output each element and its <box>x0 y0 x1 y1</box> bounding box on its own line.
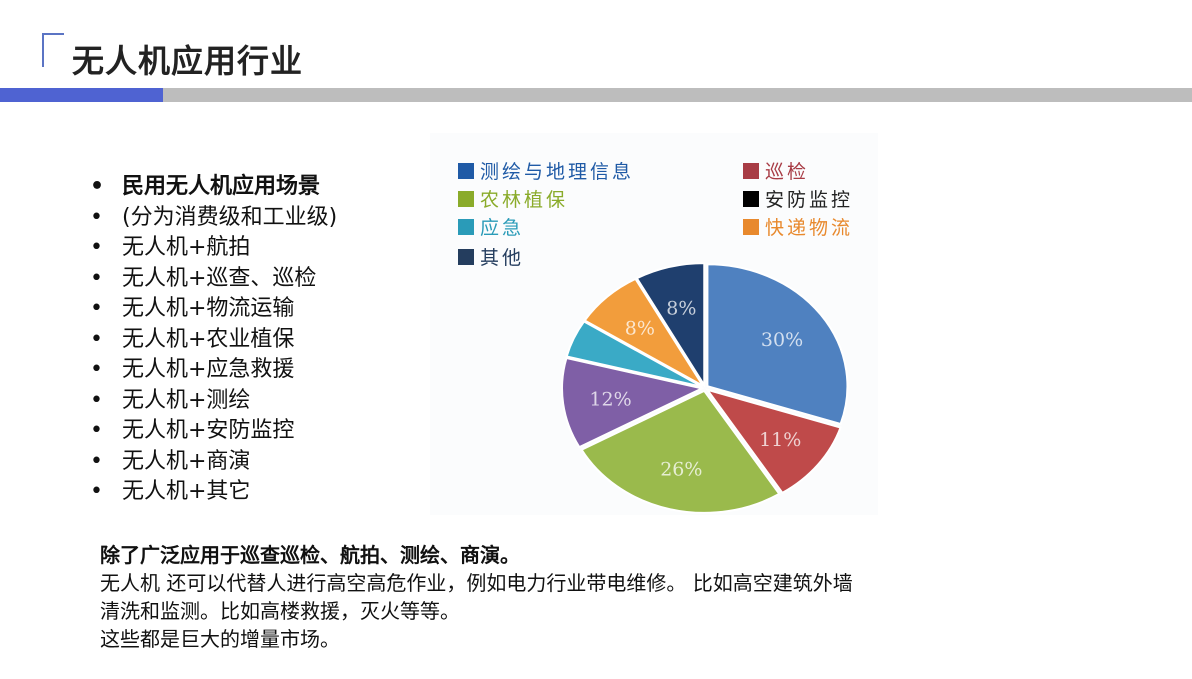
bullet-item: 无人机+测绘 <box>90 386 337 417</box>
pie-slice <box>561 356 706 449</box>
pie-data-label: 8% <box>625 318 655 340</box>
legend-item: 应急 <box>458 213 524 240</box>
pie-slice <box>580 389 781 514</box>
pie-data-label: 11% <box>759 429 801 451</box>
legend-swatch <box>458 248 474 265</box>
pie-data-label: 30% <box>761 329 803 351</box>
bullet-item: 无人机+航拍 <box>90 233 337 264</box>
bullet-item: 无人机+其它 <box>90 477 337 508</box>
pie-slice <box>565 320 703 388</box>
legend-swatch <box>458 190 474 207</box>
legend-label: 应急 <box>480 217 525 239</box>
summary-heading: 除了广泛应用于巡查巡检、航拍、测绘、商演。 <box>100 543 520 567</box>
header-bar <box>163 88 1192 102</box>
title-corner-decoration <box>42 33 64 67</box>
legend-label: 其他 <box>480 247 525 269</box>
bullet-item: 民用无人机应用场景 <box>90 172 337 203</box>
pie-svg: 30% 11% 26% 12% 8% 8% <box>561 262 849 514</box>
bullet-item: 无人机+巡查、巡检 <box>90 264 337 295</box>
legend-label: 安防监控 <box>765 189 854 211</box>
bullet-item: 无人机+商演 <box>90 447 337 478</box>
summary-line: 这些都是巨大的增量市场。 <box>100 627 340 651</box>
header-bar-accent <box>0 88 163 102</box>
summary-line: 清洗和监测。比如高楼救援，灭火等等。 <box>100 599 460 623</box>
legend-label: 巡检 <box>765 161 810 183</box>
legend-label: 快递物流 <box>765 217 854 239</box>
legend-swatch <box>743 190 759 207</box>
legend-label: 农林植保 <box>480 189 569 211</box>
pie-slice <box>704 388 842 495</box>
legend-item: 快递物流 <box>743 213 853 240</box>
pie-data-label: 12% <box>589 388 631 410</box>
legend-item: 测绘与地理信息 <box>458 157 634 184</box>
bullet-item: 无人机+应急救援 <box>90 355 337 386</box>
bullet-item: (分为消费级和工业级) <box>90 203 337 234</box>
bullet-item: 无人机+安防监控 <box>90 416 337 447</box>
bullet-item: 无人机+物流运输 <box>90 294 337 325</box>
legend-item: 安防监控 <box>743 185 853 212</box>
bullet-list: 民用无人机应用场景 (分为消费级和工业级) 无人机+航拍 无人机+巡查、巡检 无… <box>90 172 337 508</box>
legend-swatch <box>458 162 474 179</box>
pie-slice <box>583 277 704 387</box>
pie-slice <box>706 263 849 426</box>
legend-swatch <box>743 218 759 235</box>
pie-data-label: 26% <box>660 458 702 480</box>
legend-item: 其他 <box>458 243 524 270</box>
legend-swatch <box>458 218 474 235</box>
legend-item: 农林植保 <box>458 185 568 212</box>
page-title: 无人机应用行业 <box>72 42 304 80</box>
pie-slice <box>635 262 706 389</box>
legend-swatch <box>743 162 759 179</box>
bullet-item: 无人机+农业植保 <box>90 325 337 356</box>
legend-label: 测绘与地理信息 <box>480 161 635 183</box>
summary-paragraph: 除了广泛应用于巡查巡检、航拍、测绘、商演。 无人机 还可以代替人进行高空高危作业… <box>100 541 853 653</box>
summary-line: 无人机 还可以代替人进行高空高危作业，例如电力行业带电维修。 比如高空建筑外墙 <box>100 571 853 595</box>
pie-chart: 测绘与地理信息 巡检 农林植保 安防监控 应急 快递物流 其他 30% 11% 26… <box>430 133 878 515</box>
pie-data-label: 8% <box>666 298 696 320</box>
legend-item: 巡检 <box>743 157 809 184</box>
